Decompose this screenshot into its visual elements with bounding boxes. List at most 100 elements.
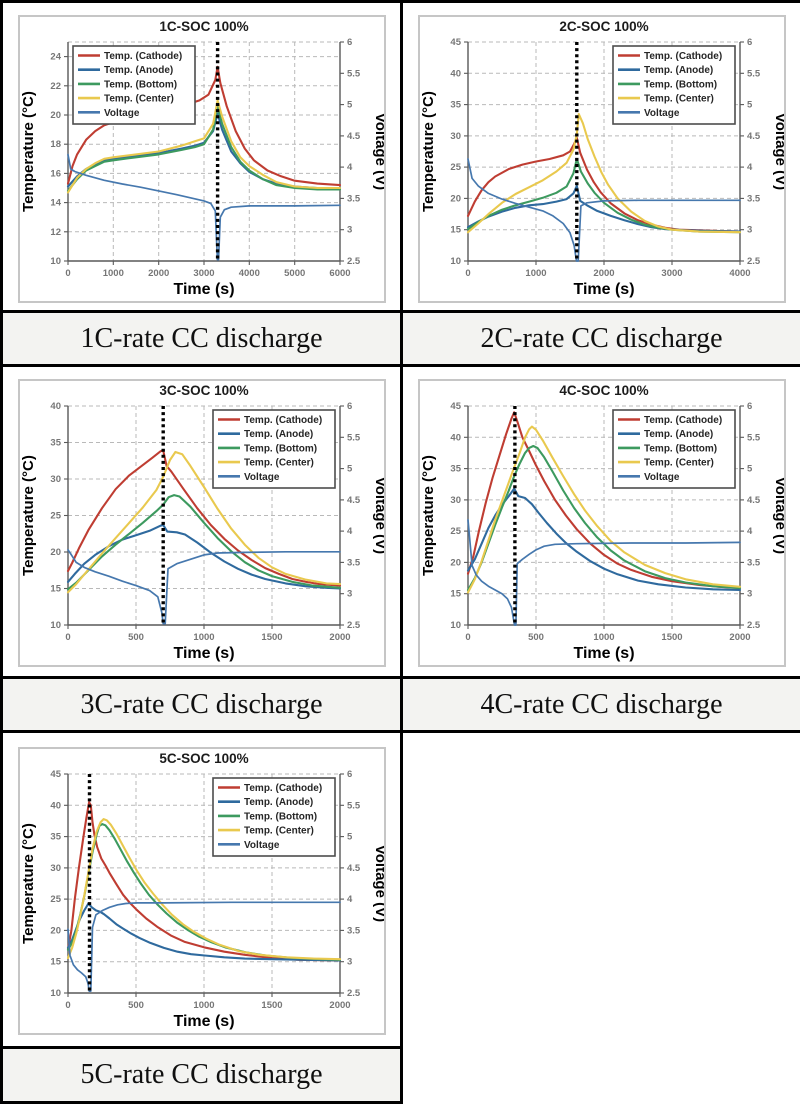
svg-text:5: 5 — [747, 464, 753, 475]
svg-text:Temp. (Cathode): Temp. (Cathode) — [644, 415, 722, 426]
svg-text:2.5: 2.5 — [347, 256, 361, 267]
svg-text:Temp. (Bottom): Temp. (Bottom) — [244, 443, 317, 454]
svg-text:40: 40 — [450, 68, 461, 79]
svg-text:2000: 2000 — [329, 1000, 350, 1011]
chart-title: 1C-SOC 100% — [159, 19, 248, 34]
empty-cell — [401, 731, 800, 1048]
svg-text:0: 0 — [465, 268, 470, 279]
left-axis-title: Temperature (°C) — [20, 823, 37, 944]
chart-4c-canvas: 10 15 20 25 30 35 40 45 2.5 3 3.5 4 4.5 5 5.5 6 0 500 1000… — [420, 383, 784, 662]
svg-text:4.5: 4.5 — [347, 131, 361, 142]
svg-text:35: 35 — [50, 832, 61, 843]
right-axis-title: Voltage (V) — [772, 477, 784, 554]
svg-text:15: 15 — [50, 957, 61, 968]
chart-title: 5C-SOC 100% — [159, 751, 248, 766]
svg-text:500: 500 — [128, 1000, 144, 1011]
series-bottom — [66, 494, 341, 591]
series-center — [466, 112, 741, 234]
svg-text:10: 10 — [50, 988, 61, 999]
svg-text:15: 15 — [450, 225, 461, 236]
svg-text:1000: 1000 — [102, 268, 123, 279]
svg-text:Temp. (Anode): Temp. (Anode) — [644, 429, 713, 440]
series-cathode — [66, 801, 341, 962]
svg-text:2.5: 2.5 — [347, 988, 361, 999]
svg-text:12: 12 — [50, 227, 61, 238]
svg-text:6: 6 — [347, 769, 352, 780]
svg-text:3: 3 — [347, 589, 352, 600]
series-bottom — [66, 105, 341, 192]
caption-1c: 1C-rate CC discharge — [0, 310, 403, 367]
svg-text:1500: 1500 — [261, 632, 282, 643]
svg-text:35: 35 — [450, 100, 461, 111]
svg-text:Temp. (Cathode): Temp. (Cathode) — [244, 415, 322, 426]
svg-text:30: 30 — [450, 495, 461, 506]
svg-text:40: 40 — [450, 432, 461, 443]
svg-text:45: 45 — [450, 37, 461, 48]
svg-text:500: 500 — [528, 632, 544, 643]
legend: Temp. (Cathode) Temp. (Anode) Temp. (Botto… — [611, 409, 736, 489]
svg-text:Temp. (Cathode): Temp. (Cathode) — [644, 51, 722, 62]
series-lines — [466, 112, 741, 262]
svg-text:10: 10 — [450, 620, 461, 631]
series-voltage — [66, 901, 341, 992]
svg-text:35: 35 — [50, 438, 61, 449]
empty-cell — [401, 1047, 800, 1103]
svg-text:20: 20 — [50, 925, 61, 936]
svg-text:4: 4 — [747, 162, 753, 173]
caption-4c: 4C-rate CC discharge — [400, 676, 800, 733]
svg-text:15: 15 — [50, 584, 61, 595]
svg-text:Voltage: Voltage — [244, 840, 280, 851]
svg-text:0: 0 — [65, 1000, 70, 1011]
left-axis-title: Temperature (°C) — [20, 91, 37, 212]
series-anode — [466, 487, 741, 592]
svg-text:25: 25 — [450, 162, 461, 173]
svg-text:4: 4 — [747, 526, 753, 537]
series-voltage — [66, 153, 341, 261]
left-axis-title: Temperature (°C) — [420, 91, 437, 212]
svg-text:5: 5 — [347, 100, 353, 111]
series-cathode — [66, 449, 341, 587]
svg-text:15: 15 — [450, 589, 461, 600]
left-axis-title: Temperature (°C) — [420, 455, 437, 576]
svg-text:40: 40 — [50, 800, 61, 811]
svg-text:0: 0 — [65, 632, 70, 643]
caption-5c-text: 5C-rate CC discharge — [80, 1059, 323, 1090]
svg-text:Temp. (Anode): Temp. (Anode) — [104, 65, 173, 76]
svg-text:20: 20 — [50, 547, 61, 558]
svg-text:3: 3 — [747, 225, 752, 236]
svg-text:6: 6 — [347, 401, 352, 412]
svg-text:3.5: 3.5 — [347, 557, 361, 568]
svg-text:4.5: 4.5 — [747, 495, 761, 506]
chart-2c-canvas: 10 15 20 25 30 35 40 45 2.5 3 3.5 4 4.5 5 5.5 6 0 1000 200… — [420, 19, 784, 298]
caption-3c-text: 3C-rate CC discharge — [80, 688, 323, 720]
legend: Temp. (Cathode) Temp. (Anode) Temp. (Botto… — [71, 45, 196, 125]
svg-text:Voltage: Voltage — [244, 472, 280, 483]
svg-text:6: 6 — [747, 401, 752, 412]
series-lines — [66, 449, 341, 625]
chart-1c-canvas: 10 12 14 16 18 20 22 24 2.5 3 3.5 4 4.5 5 5.5 6 0 1000 200… — [20, 19, 384, 298]
left-axis-title: Temperature (°C) — [20, 455, 37, 576]
svg-text:4000: 4000 — [238, 268, 259, 279]
svg-text:500: 500 — [128, 632, 144, 643]
svg-text:6: 6 — [347, 37, 352, 48]
svg-text:3000: 3000 — [193, 268, 214, 279]
caption-2c-text: 2C-rate CC discharge — [480, 322, 723, 354]
chart-3c: 10 15 20 25 30 35 40 2.5 3 3.5 4 4.5 5 5.5 6 0 500 1000 15… — [17, 379, 386, 667]
cell-chart-1c: 10 12 14 16 18 20 22 24 2.5 3 3.5 4 4.5 5 5.5 6 0 1000 200… — [0, 0, 403, 313]
svg-text:10: 10 — [50, 256, 61, 267]
svg-text:16: 16 — [50, 168, 61, 179]
svg-text:5000: 5000 — [284, 268, 305, 279]
svg-text:0: 0 — [465, 632, 470, 643]
svg-text:30: 30 — [50, 863, 61, 874]
series-center — [466, 425, 741, 594]
svg-text:Temp. (Cathode): Temp. (Cathode) — [244, 783, 322, 794]
svg-text:1500: 1500 — [661, 632, 682, 643]
series-bottom — [466, 444, 741, 592]
svg-text:5.5: 5.5 — [347, 432, 361, 443]
svg-text:6: 6 — [747, 37, 752, 48]
series-lines — [66, 801, 341, 992]
svg-text:1000: 1000 — [525, 268, 546, 279]
svg-text:Temp. (Anode): Temp. (Anode) — [244, 429, 313, 440]
svg-text:10: 10 — [50, 620, 61, 631]
